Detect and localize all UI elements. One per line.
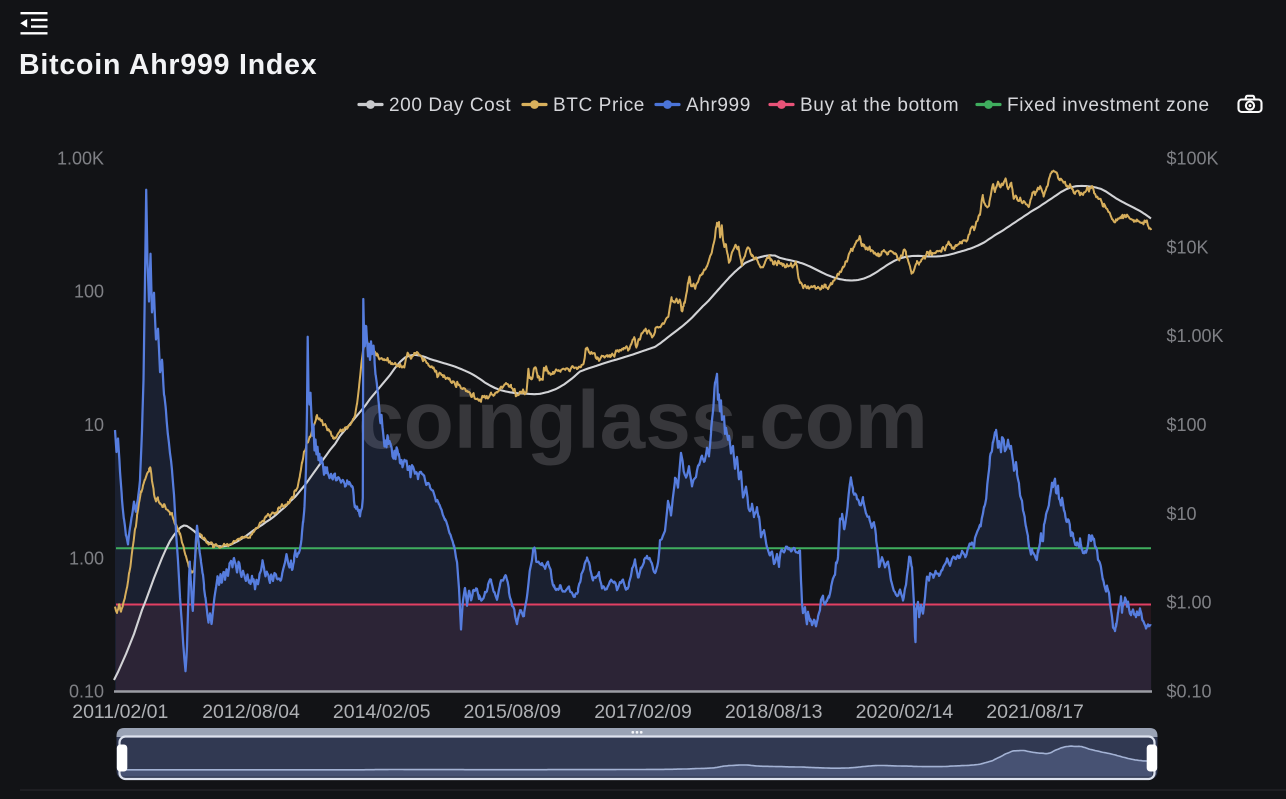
svg-text:$10: $10 xyxy=(1167,504,1197,524)
svg-text:$1.00: $1.00 xyxy=(1167,593,1212,613)
svg-text:1.00: 1.00 xyxy=(69,548,104,568)
svg-text:Fixed investment zone: Fixed investment zone xyxy=(1007,95,1210,116)
svg-text:2021/08/17: 2021/08/17 xyxy=(986,701,1084,723)
svg-text:1.00K: 1.00K xyxy=(57,149,104,169)
svg-text:200 Day Cost: 200 Day Cost xyxy=(389,95,511,116)
svg-text:100: 100 xyxy=(74,282,104,302)
svg-text:2014/02/05: 2014/02/05 xyxy=(333,701,431,723)
svg-text:$0.10: $0.10 xyxy=(1167,682,1212,702)
svg-text:Buy at the bottom: Buy at the bottom xyxy=(800,95,959,116)
svg-text:0.10: 0.10 xyxy=(69,682,104,702)
svg-text:2015/08/09: 2015/08/09 xyxy=(463,701,561,723)
svg-text:2012/08/04: 2012/08/04 xyxy=(202,701,300,723)
svg-text:coinglass.com: coinglass.com xyxy=(358,375,928,466)
svg-text:Bitcoin Ahr999 Index: Bitcoin Ahr999 Index xyxy=(19,49,317,81)
svg-text:$100K: $100K xyxy=(1167,149,1219,169)
svg-text:$1.00K: $1.00K xyxy=(1167,326,1224,346)
svg-text:BTC Price: BTC Price xyxy=(553,95,645,116)
svg-text:10: 10 xyxy=(84,415,104,435)
svg-text:2011/02/01: 2011/02/01 xyxy=(72,701,168,723)
svg-text:2018/08/13: 2018/08/13 xyxy=(725,701,823,723)
svg-text:$10K: $10K xyxy=(1167,237,1209,257)
svg-text:2017/02/09: 2017/02/09 xyxy=(594,701,692,723)
svg-text:$100: $100 xyxy=(1167,415,1207,435)
svg-text:Ahr999: Ahr999 xyxy=(686,95,751,116)
svg-text:2020/02/14: 2020/02/14 xyxy=(856,701,954,723)
